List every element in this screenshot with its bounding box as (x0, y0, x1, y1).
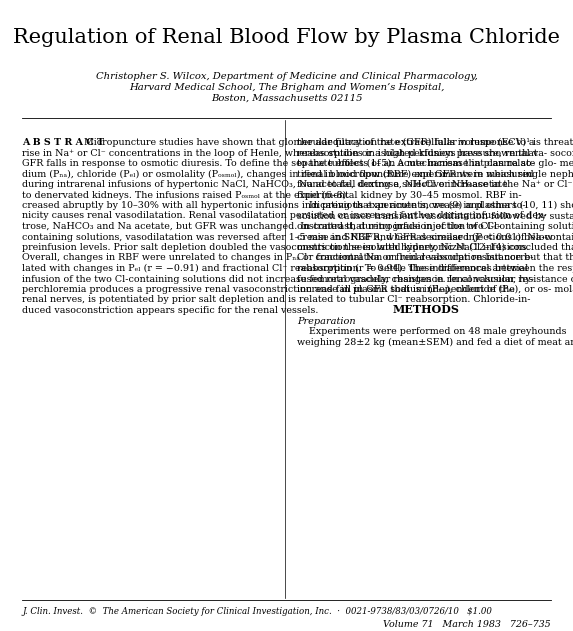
Text: Christopher S. Wilcox, Department of Medicine and Clinical Pharmacology,: Christopher S. Wilcox, Department of Med… (96, 72, 477, 81)
Text: trose, NaHCO₃ and Na acetate, but GFR was unchanged. In contrast, during infusio: trose, NaHCO₃ and Na acetate, but GFR wa… (22, 222, 500, 231)
Text: GFR falls in response to osmotic diuresis. To define the separate effects of an : GFR falls in response to osmotic diuresi… (22, 159, 535, 168)
Text: fused retrogradely, changes in renal vascular resistance of the intact kidney oc: fused retrogradely, changes in renal vas… (297, 274, 573, 283)
Text: to the tubules (1–5). A mechanism that can relate glo- merular filtration to dis: to the tubules (1–5). A mechanism that c… (297, 159, 573, 168)
Text: Boston, Massachusetts 02115: Boston, Massachusetts 02115 (211, 93, 362, 103)
Text: Micropuncture studies have shown that glomerular filtration rate (GFR) falls in : Micropuncture studies have shown that gl… (84, 138, 535, 147)
Text: weighing 28±2 kg (mean±SEM) and fed a diet of meat and: weighing 28±2 kg (mean±SEM) and fed a di… (297, 338, 573, 347)
Text: onstrated that retrograde injection of Cl-containing solutions into the distal t: onstrated that retrograde injection of C… (297, 222, 573, 231)
Text: J. Clin. Invest.  ©  The American Society for Clinical Investigation, Inc.  ·  0: J. Clin. Invest. © The American Society … (22, 607, 492, 616)
Text: Volume 71   March 1983   726–735: Volume 71 March 1983 726–735 (383, 620, 551, 629)
Text: lated with changes in Pₑₗ (r = −0.91) and fractional Cl⁻ reabsorption (r = 0.94): lated with changes in Pₑₗ (r = −0.91) an… (22, 264, 528, 273)
Text: nicity causes renal vasodilatation. Renal vasodilatation persisted or increased : nicity causes renal vasodilatation. Rena… (22, 211, 547, 220)
Text: increase in plasma sodium (Pₙₐ), chloride (Pₑₗ), or os- molality (Pₒₛₘₒₗ) were i: increase in plasma sodium (Pₙₐ), chlorid… (297, 285, 573, 294)
Text: In previous experiments, we (9) and others (10, 11) showed that intrarenal infus: In previous experiments, we (9) and othe… (297, 201, 573, 210)
Text: solution causes transient vasodilatation followed by sustained vasoconstriction.: solution causes transient vasodilatation… (297, 211, 573, 221)
Text: to denervated kidneys. The infusions raised Pₒₛₘₒₗ at the experimental kidney by: to denervated kidneys. The infusions rai… (22, 191, 521, 199)
Text: Preparation: Preparation (297, 317, 356, 326)
Text: reabsorption. To settle these differences between the responses of the isolated : reabsorption. To settle these difference… (297, 264, 573, 273)
Text: found to fall during a selective increase in the Na⁺ or Cl⁻ concentrations or os: found to fall during a selective increas… (297, 180, 573, 189)
Text: rise in Na⁺ or Cl⁻ concentrations in the loop of Henle, whereas studies in isola: rise in Na⁺ or Cl⁻ concentrations in the… (22, 148, 537, 158)
Text: renal nerves, is potentiated by prior salt depletion and is related to tubular C: renal nerves, is potentiated by prior sa… (22, 295, 531, 305)
Text: tified in micropuncture experiments in which single nephron glomerular filtratio: tified in micropuncture experiments in w… (297, 170, 573, 179)
Text: Harvard Medical School, The Brigham and Women’s Hospital,: Harvard Medical School, The Brigham and … (129, 83, 444, 91)
Text: containing solutions, vasodilatation was reversed after 1–5 min and RBF and GFR : containing solutions, vasodilatation was… (22, 232, 553, 242)
Text: duced vasoconstriction appears specific for the renal vessels.: duced vasoconstriction appears specific … (22, 306, 319, 315)
Text: creased abruptly by 10–30% with all hypertonic infusions indicating that an acut: creased abruptly by 10–30% with all hype… (22, 201, 525, 210)
Text: Cl⁻ concentration on renal vascular resistance but that the GFR varied in direct: Cl⁻ concentration on renal vascular resi… (297, 254, 573, 262)
Text: crease in SNGFR, whereas similar injections of Na-containing solutions did not. : crease in SNGFR, whereas similar injecti… (297, 232, 573, 242)
Text: the adequacy of the extracellular volume (ECV)¹ is threatened by salt depletion,: the adequacy of the extracellular volume… (297, 138, 573, 147)
Text: during intrarenal infusions of hypertonic NaCl, NaHCO₃, Na acetate, dextrose, NH: during intrarenal infusions of hypertoni… (22, 180, 508, 189)
Text: Regulation of Renal Blood Flow by Plasma Chloride: Regulation of Renal Blood Flow by Plasma… (13, 28, 560, 47)
Text: fluid (6–8).: fluid (6–8). (297, 191, 350, 199)
Text: A B S T R A C T: A B S T R A C T (22, 138, 104, 147)
Text: infusion of the two Cl-containing solutions did not increase femoral vascular re: infusion of the two Cl-containing soluti… (22, 274, 534, 283)
Text: Overall, changes in RBF were unrelated to changes in Pₙₐ or fractional Na or flu: Overall, changes in RBF were unrelated t… (22, 254, 533, 262)
Text: perchloremia produces a progressive renal vasoconstriction and fall in GFR that : perchloremia produces a progressive rena… (22, 285, 515, 294)
Text: Experiments were performed on 48 male greyhounds: Experiments were performed on 48 male gr… (297, 327, 567, 336)
Text: preinfusion levels. Prior salt depletion doubled the vasoconstriction seen with : preinfusion levels. Prior salt depletion… (22, 243, 529, 252)
Text: reabsorption or a high perfusion pressure, renal va- soconstriction restricts th: reabsorption or a high perfusion pressur… (297, 148, 573, 158)
Text: ments on the isolated kidney, Nizet (12–14) concluded that there was no specific: ments on the isolated kidney, Nizet (12–… (297, 243, 573, 252)
Text: METHODS: METHODS (393, 304, 460, 315)
Text: dium (Pₙₐ), chloride (Pₑₗ) or osmolality (Pₒₛₘₒₗ), changes in renal blood flow (: dium (Pₙₐ), chloride (Pₑₗ) or osmolality… (22, 170, 534, 179)
